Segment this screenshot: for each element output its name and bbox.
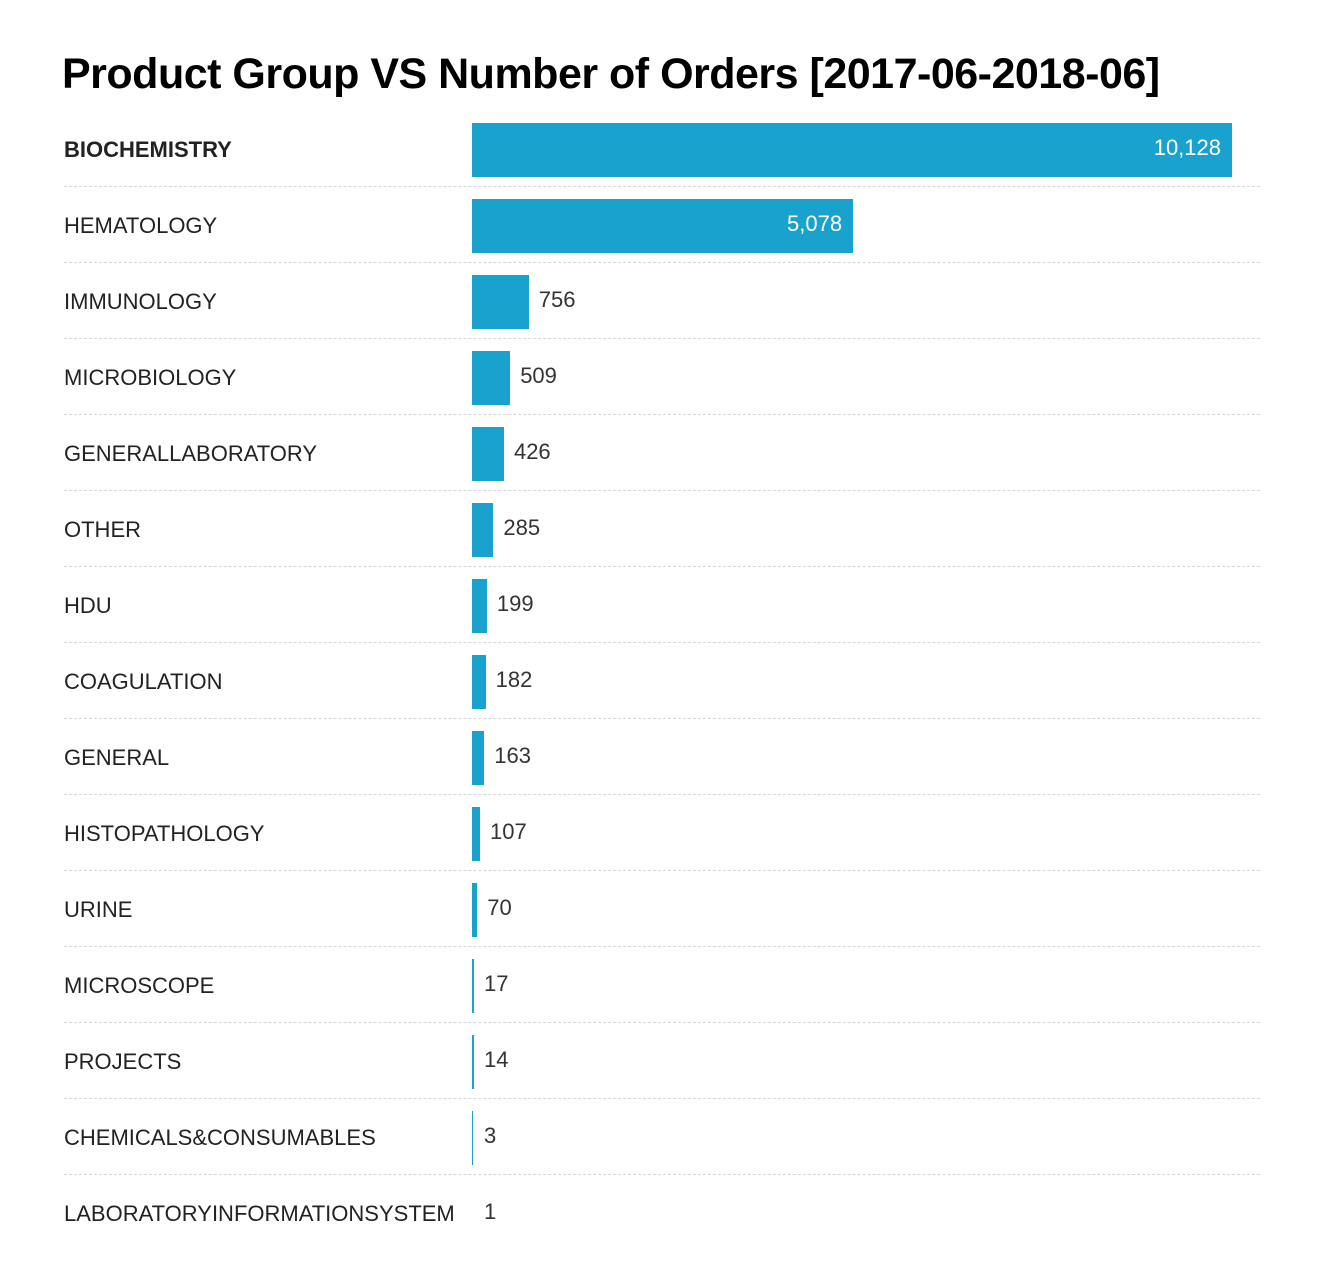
chart-row: HEMATOLOGY 5,078 <box>64 187 1260 263</box>
value-label: 1 <box>484 1199 497 1224</box>
value-label: 756 <box>538 287 576 312</box>
value-label: 107 <box>490 819 527 844</box>
bar <box>472 883 478 937</box>
value-label: 509 <box>520 363 557 388</box>
category-label: HDU <box>64 593 112 618</box>
bar <box>472 427 504 481</box>
chart-row: CHEMICALS&CONSUMABLES 3 <box>64 1099 1260 1175</box>
chart-row: IMMUNOLOGY 756 <box>64 263 1260 339</box>
category-label: GENERAL <box>64 745 170 770</box>
chart-row: HDU 199 <box>64 567 1260 643</box>
chart-row: MICROBIOLOGY 509 <box>64 339 1260 415</box>
bar <box>472 123 1232 177</box>
category-label: MICROSCOPE <box>64 973 215 998</box>
category-label: PROJECTS <box>64 1049 182 1074</box>
bar <box>472 655 486 709</box>
category-label: URINE <box>64 897 133 922</box>
value-label: 70 <box>487 895 512 920</box>
bar <box>472 351 511 405</box>
value-label: 5,078 <box>787 211 843 236</box>
value-label: 3 <box>484 1123 497 1148</box>
chart-row: PROJECTS 14 <box>64 1023 1260 1099</box>
category-label: MICROBIOLOGY <box>64 365 237 390</box>
bar <box>472 959 474 1013</box>
value-label: 182 <box>495 667 533 692</box>
bar <box>472 503 494 557</box>
chart-row: GENERALLABORATORY 426 <box>64 415 1260 491</box>
value-label: 14 <box>484 1047 509 1072</box>
bar <box>472 275 529 329</box>
chart-row: BIOCHEMISTRY 10,128 <box>64 111 1260 187</box>
value-label: 285 <box>503 515 541 540</box>
category-label: LABORATORYINFORMATIONSYSTEM <box>64 1201 455 1226</box>
bar-chart: BIOCHEMISTRY 10,128 HEMATOLOGY 5,078 IMMUNOL… <box>64 111 1260 1251</box>
value-label: 10,128 <box>1153 135 1221 160</box>
category-label: HISTOPATHOLOGY <box>64 821 265 846</box>
bar <box>472 1035 474 1089</box>
chart-row: LABORATORYINFORMATIONSYSTEM 1 <box>64 1175 1260 1251</box>
bar <box>472 199 854 253</box>
chart-row: OTHER 285 <box>64 491 1260 567</box>
category-label: COAGULATION <box>64 669 223 694</box>
category-label: OTHER <box>64 517 141 542</box>
bar <box>472 731 485 785</box>
chart-row: HISTOPATHOLOGY 107 <box>64 795 1260 871</box>
value-label: 17 <box>484 971 509 996</box>
category-label: BIOCHEMISTRY <box>64 137 232 162</box>
category-label: HEMATOLOGY <box>64 213 218 238</box>
chart-row: URINE 70 <box>64 871 1260 947</box>
category-label: GENERALLABORATORY <box>64 441 318 466</box>
chart-row: MICROSCOPE 17 <box>64 947 1260 1023</box>
chart-title: Product Group VS Number of Orders [2017-… <box>62 50 1160 98</box>
category-label: CHEMICALS&CONSUMABLES <box>64 1125 376 1150</box>
category-label: IMMUNOLOGY <box>64 289 217 314</box>
bar <box>472 807 481 861</box>
bar <box>472 579 487 633</box>
chart-row: COAGULATION 182 <box>64 643 1260 719</box>
value-label: 426 <box>513 439 551 464</box>
value-label: 163 <box>494 743 531 768</box>
chart-row: GENERAL 163 <box>64 719 1260 795</box>
value-label: 199 <box>496 591 534 616</box>
